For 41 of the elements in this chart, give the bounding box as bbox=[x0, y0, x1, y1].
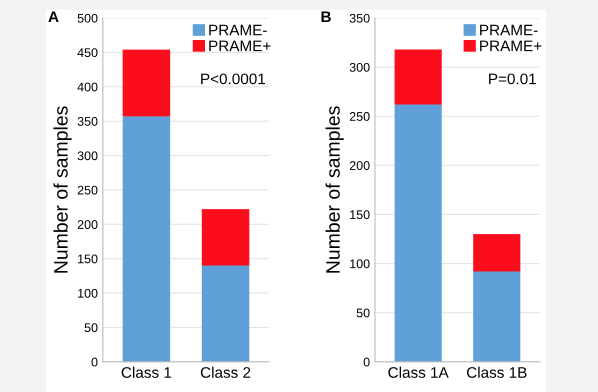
y-tick-label: 350 bbox=[350, 14, 370, 23]
y-tick-label: 450 bbox=[77, 48, 98, 58]
annotation: P=0.01 bbox=[489, 73, 536, 84]
bar bbox=[122, 50, 170, 116]
chart-title: B bbox=[322, 11, 331, 22]
y-tick-label: 50 bbox=[356, 308, 370, 318]
y-tick-label: 200 bbox=[78, 220, 98, 229]
y-axis-title: Number of samples bbox=[326, 106, 344, 273]
bar bbox=[122, 116, 170, 362]
y-tick-label: 100 bbox=[350, 259, 370, 268]
legend-label: PRAME- bbox=[480, 24, 538, 36]
y-tick-label: 0 bbox=[92, 358, 98, 366]
bar bbox=[394, 49, 442, 104]
y-tick-label: 300 bbox=[78, 151, 98, 160]
chart-title: A bbox=[48, 11, 59, 22]
y-tick-label: 250 bbox=[78, 186, 98, 195]
annotation: P<0.0001 bbox=[201, 73, 266, 84]
y-tick-label: 300 bbox=[350, 62, 370, 72]
bar bbox=[202, 266, 250, 362]
bar bbox=[394, 104, 442, 362]
bar bbox=[473, 271, 520, 362]
bar bbox=[473, 234, 520, 272]
y-tick-label: 50 bbox=[84, 323, 98, 332]
y-tick-label: 400 bbox=[77, 82, 98, 92]
y-tick-label: 500 bbox=[78, 14, 98, 23]
legend-label: PRAME+ bbox=[209, 40, 271, 52]
y-tick-label: 150 bbox=[350, 210, 370, 220]
y-tick-label: 0 bbox=[364, 358, 370, 366]
x-tick-label: Class 1A bbox=[388, 366, 449, 378]
legend-label: PRAME- bbox=[209, 24, 267, 36]
y-tick-label: 200 bbox=[350, 161, 370, 170]
x-tick-label: Class 1B bbox=[466, 366, 527, 378]
y-tick-label: 100 bbox=[78, 288, 98, 298]
bar bbox=[202, 209, 250, 266]
y-axis-title: Number of samples bbox=[53, 106, 72, 273]
x-tick-label: Class 1 bbox=[122, 366, 172, 378]
legend-label: PRAME+ bbox=[480, 40, 542, 52]
x-tick-label: Class 2 bbox=[200, 366, 250, 378]
y-tick-label: 250 bbox=[350, 112, 370, 121]
y-tick-label: 150 bbox=[78, 254, 98, 264]
y-tick-label: 350 bbox=[78, 116, 98, 126]
